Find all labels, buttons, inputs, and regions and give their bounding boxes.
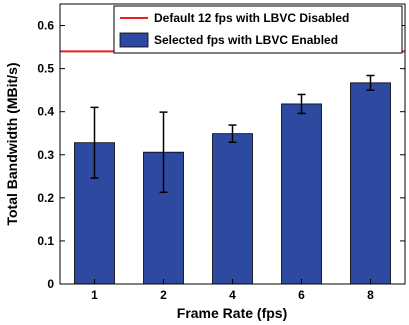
y-tick-label-4: 0.4 bbox=[37, 105, 54, 119]
error-bars-group bbox=[90, 74, 375, 193]
legend-label-series: Selected fps with LBVC Enabled bbox=[154, 33, 338, 47]
y-axis-title: Total Bandwidth (MBit/s) bbox=[4, 62, 20, 225]
y-tick-label-1: 0.1 bbox=[37, 234, 54, 248]
legend: Default 12 fps with LBVC Disabled Select… bbox=[113, 5, 403, 54]
legend-bar-swatch bbox=[119, 32, 149, 48]
y-tick-label-0: 0 bbox=[47, 277, 54, 291]
bars-group bbox=[74, 82, 391, 285]
legend-label-reference: Default 12 fps with LBVC Disabled bbox=[154, 11, 349, 25]
y-tick-label-6: 0.6 bbox=[37, 19, 54, 33]
y-axis-ticks: 0 0.1 0.2 0.3 0.4 0.5 0.6 bbox=[37, 19, 405, 291]
legend-box bbox=[113, 5, 403, 54]
x-tick-label-8: 8 bbox=[367, 288, 374, 302]
x-tick-label-2: 2 bbox=[160, 288, 167, 302]
bar-6 bbox=[281, 103, 322, 285]
x-axis-ticks: 1 2 4 6 8 bbox=[91, 279, 374, 302]
y-tick-label-2: 0.2 bbox=[37, 191, 54, 205]
x-tick-label-1: 1 bbox=[91, 288, 98, 302]
y-tick-label-5: 0.5 bbox=[37, 62, 54, 76]
bar-4 bbox=[212, 133, 253, 285]
x-tick-label-4: 4 bbox=[229, 288, 236, 302]
y-tick-label-3: 0.3 bbox=[37, 148, 54, 162]
bar-8 bbox=[350, 82, 391, 285]
x-axis-title: Frame Rate (fps) bbox=[177, 305, 287, 321]
x-tick-label-6: 6 bbox=[298, 288, 305, 302]
